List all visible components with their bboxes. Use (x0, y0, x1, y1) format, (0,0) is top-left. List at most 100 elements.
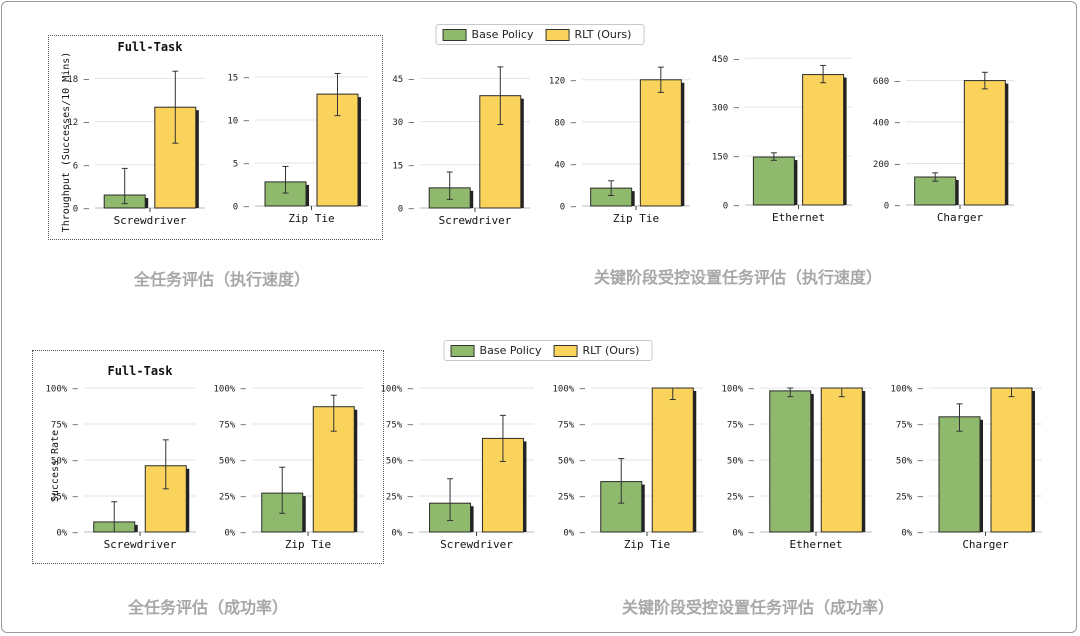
y-tick-label: 50% – (896, 457, 924, 467)
y-tick-label: 450 – (712, 55, 740, 65)
y-tick-label: 5 – (233, 159, 250, 169)
y-tick-label: 0 – (560, 203, 577, 213)
y-tick-label: 45 – (392, 75, 414, 85)
bar-base-policy (752, 156, 795, 206)
legend-label-rlt: RLT (Ours) (574, 28, 632, 41)
x-category-label: Zip Tie (624, 538, 670, 551)
y-tick-label: 100% – (45, 385, 78, 395)
y-tick-label: 120 – (549, 76, 577, 86)
legend-item-base: Base Policy (450, 344, 542, 357)
bar-rlt (651, 387, 694, 533)
y-tick-label: 25% – (51, 493, 79, 503)
y-tick-label: 0 – (723, 202, 740, 212)
legend-swatch-rlt (553, 344, 578, 357)
legend-item-rlt: RLT (Ours) (553, 344, 639, 357)
y-axis-label: Success Rate (50, 430, 61, 502)
y-tick-label: 50% – (51, 457, 79, 467)
y-tick-label: 100% – (380, 385, 413, 395)
y-tick-label: 25% – (727, 493, 755, 503)
x-category-label: Ethernet (790, 538, 843, 551)
y-tick-label: 15 – (392, 161, 414, 171)
caption-top-right: 关键阶段受控设置任务评估（执行速度） (593, 268, 883, 287)
bar-rlt (963, 80, 1006, 206)
legend-top: Base Policy RLT (Ours) (435, 24, 645, 45)
y-tick-label: 75% – (51, 421, 79, 431)
y-tick-label: 75% – (386, 421, 414, 431)
y-tick-label: 30 – (392, 118, 414, 128)
y-tick-label: 50% – (727, 457, 755, 467)
y-tick-label: 0 – (73, 205, 90, 215)
y-tick-label: 0 – (398, 205, 415, 215)
caption-bottom-left: 全任务评估（成功率） (127, 598, 289, 617)
legend-label-base: Base Policy (479, 344, 542, 357)
y-tick-label: 15 – (227, 73, 249, 83)
full-task-box-bottom (32, 350, 384, 564)
y-tick-label: 0% – (224, 529, 246, 539)
y-tick-label: 50% – (219, 457, 247, 467)
bar-base-policy (914, 176, 957, 206)
y-tick-label: 100% – (721, 385, 754, 395)
y-tick-label: 0% – (732, 529, 754, 539)
y-tick-label: 75% – (727, 421, 755, 431)
y-tick-label: 25% – (219, 493, 247, 503)
x-category-label: Screwdriver (104, 538, 177, 551)
y-tick-label: 600 – (873, 77, 901, 87)
y-tick-label: 40 – (554, 160, 576, 170)
legend-swatch-base (450, 344, 475, 357)
y-tick-label: 6 – (73, 161, 90, 171)
y-tick-label: 12 – (67, 118, 89, 128)
panel-title: Full-Task (107, 364, 173, 378)
bar-rlt (990, 387, 1033, 533)
y-tick-label: 75% – (558, 421, 586, 431)
bar-rlt (820, 387, 863, 533)
y-tick-label: 50% – (558, 457, 586, 467)
y-tick-label: 100% – (213, 385, 246, 395)
x-category-label: Charger (937, 211, 984, 224)
y-tick-label: 0% – (56, 529, 78, 539)
legend-swatch-rlt (545, 28, 570, 41)
y-tick-label: 25% – (386, 493, 414, 503)
x-category-label: Screwdriver (439, 214, 512, 227)
legend-swatch-base (442, 28, 467, 41)
bar-base-policy (769, 390, 812, 533)
x-category-label: Zip Tie (285, 538, 331, 551)
y-tick-label: 10 – (227, 116, 249, 126)
x-category-label: Charger (962, 538, 1009, 551)
caption-bottom-right: 关键阶段受控设置任务评估（成功率） (621, 598, 895, 617)
y-tick-label: 0% – (901, 529, 923, 539)
x-category-label: Zip Tie (288, 212, 334, 225)
bar-base-policy (938, 416, 981, 533)
y-tick-label: 25% – (558, 493, 586, 503)
y-tick-label: 100% – (552, 385, 585, 395)
y-tick-label: 75% – (219, 421, 247, 431)
y-tick-label: 150 – (712, 153, 740, 163)
y-tick-label: 18 – (67, 75, 89, 85)
x-category-label: Zip Tie (613, 212, 659, 225)
y-tick-label: 25% – (896, 493, 924, 503)
y-tick-label: 80 – (554, 118, 576, 128)
x-category-label: Screwdriver (114, 214, 187, 227)
legend-item-base: Base Policy (442, 28, 534, 41)
legend-label-rlt: RLT (Ours) (582, 344, 640, 357)
y-tick-label: 0% – (391, 529, 413, 539)
full-task-box-top (48, 35, 383, 240)
y-tick-label: 0 – (884, 202, 901, 212)
y-tick-label: 0 – (233, 203, 250, 213)
legend-item-rlt: RLT (Ours) (545, 28, 631, 41)
y-tick-label: 50% – (386, 457, 414, 467)
legend-label-base: Base Policy (471, 28, 534, 41)
bar-rlt (639, 79, 682, 207)
x-category-label: Screwdriver (440, 538, 513, 551)
y-tick-label: 300 – (712, 104, 740, 114)
legend-bottom: Base Policy RLT (Ours) (443, 340, 653, 361)
x-category-label: Ethernet (772, 211, 825, 224)
y-tick-label: 0% – (563, 529, 585, 539)
panel-title: Full-Task (117, 40, 183, 54)
caption-top-left: 全任务评估（执行速度） (133, 270, 311, 289)
y-tick-label: 100% – (890, 385, 923, 395)
y-tick-label: 200 – (873, 160, 901, 170)
y-tick-label: 75% – (896, 421, 924, 431)
y-tick-label: 400 – (873, 119, 901, 129)
